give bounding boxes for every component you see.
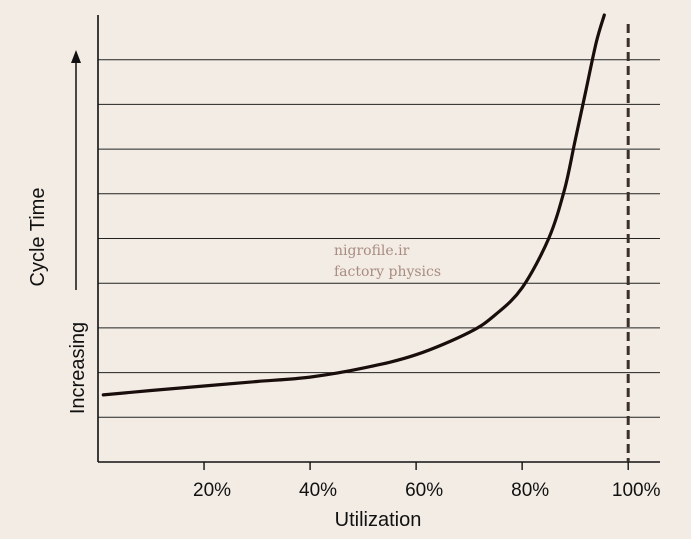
grid-lines — [98, 59, 660, 418]
y-axis-title-line-2: Increasing — [67, 322, 89, 414]
series-group — [101, 13, 606, 397]
x-tick-label-3: 60% — [405, 480, 443, 501]
x-tick-label-4: 80% — [511, 480, 549, 501]
x-tick-label-5: 100% — [612, 480, 661, 501]
watermark-line-2: factory physics — [334, 264, 441, 280]
x-tick-label-2: 40% — [299, 480, 337, 501]
series-line-1 — [101, 13, 606, 397]
y-axis-title-line-1: Cycle Time — [27, 188, 49, 287]
axes — [97, 15, 660, 463]
x-axis-title: Utilization — [335, 509, 422, 531]
x-tick-label-1: 20% — [193, 480, 231, 501]
x-ticks: 20% 40% 60% 80% 100% — [193, 462, 661, 501]
watermark: nigrofile.ir factory physics — [334, 243, 441, 280]
y-axis-title-group: Cycle Time Increasing — [27, 50, 89, 414]
watermark-line-1: nigrofile.ir — [334, 243, 410, 259]
y-increasing-arrow-head — [71, 50, 81, 63]
